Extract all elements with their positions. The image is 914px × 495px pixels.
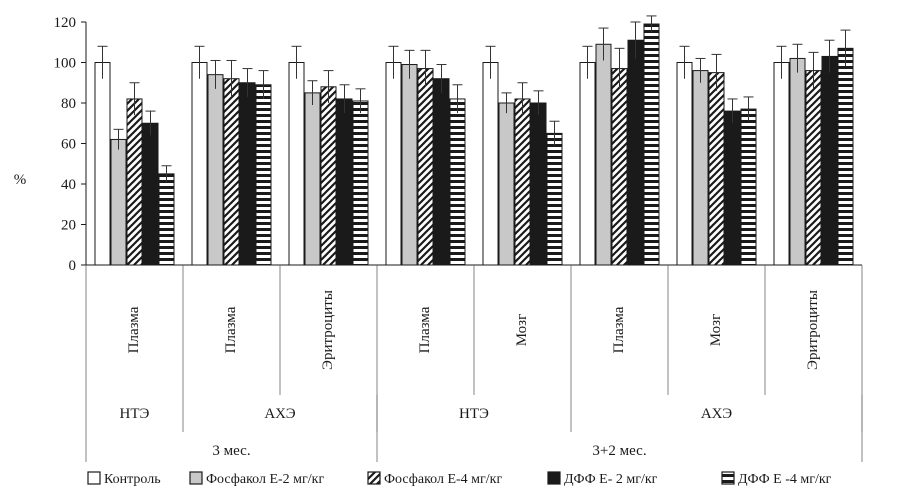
category-label: Плазма <box>611 306 627 353</box>
enzyme-group-label: АХЭ <box>701 406 732 422</box>
y-tick-label: 120 <box>54 15 77 31</box>
bar <box>789 57 806 266</box>
legend-label: Фосфакол Е-2 мг/кг <box>206 472 324 487</box>
y-tick-label: 0 <box>69 258 77 274</box>
bar <box>223 78 240 266</box>
bar <box>110 138 127 266</box>
bar <box>239 82 256 266</box>
bar <box>352 100 369 266</box>
legend-label: Контроль <box>104 472 161 487</box>
legend-label: ДФФ Е- 2 мг/кг <box>564 472 658 487</box>
legend-label: Фосфакол Е-4 мг/кг <box>384 472 502 487</box>
bar <box>94 62 111 266</box>
legend: Контроль Фосфакол Е-2 мг/кг Фосфакол Е-4 м… <box>87 471 832 487</box>
period-group-label: 3 мес. <box>212 443 250 459</box>
y-tick-label: 40 <box>61 177 76 193</box>
bar <box>498 102 515 266</box>
enzyme-group-label: НТЭ <box>459 406 489 422</box>
period-group-label: 3+2 мес. <box>592 443 646 459</box>
bar <box>433 78 450 266</box>
bar <box>482 62 499 266</box>
category-label: Плазма <box>126 306 142 353</box>
bar <box>336 98 353 266</box>
bars <box>94 15 854 266</box>
bar <box>724 110 741 266</box>
bar <box>530 102 547 266</box>
bar <box>595 43 612 266</box>
bar <box>611 68 628 266</box>
legend-swatch <box>367 471 381 485</box>
category-label: Эритроциты <box>320 290 336 370</box>
bar <box>740 108 757 266</box>
y-axis-label: % <box>14 172 27 188</box>
bar <box>191 62 208 266</box>
bar <box>401 64 418 266</box>
bar <box>643 23 660 266</box>
bar <box>255 84 272 266</box>
bar <box>579 62 596 266</box>
bar <box>805 70 822 266</box>
bar <box>158 173 175 266</box>
bar <box>821 55 838 266</box>
legend-swatch <box>721 471 735 485</box>
bar <box>546 132 563 266</box>
bar <box>627 39 644 266</box>
bar <box>676 62 693 266</box>
y-tick-label: 60 <box>61 137 76 153</box>
legend-label: ДФФ Е -4 мг/кг <box>738 472 832 487</box>
y-tick-label: 80 <box>61 96 76 112</box>
y-tick-label: 100 <box>54 56 77 72</box>
bar <box>207 74 224 266</box>
bar <box>417 68 434 266</box>
bar <box>304 92 321 266</box>
bar <box>288 62 305 266</box>
enzyme-group-label: АХЭ <box>264 406 295 422</box>
y-tick-label: 20 <box>61 218 76 234</box>
bar <box>449 98 466 266</box>
bar <box>320 86 337 266</box>
enzyme-group-label: НТЭ <box>120 406 150 422</box>
bar <box>837 47 854 266</box>
legend-swatch <box>87 471 101 485</box>
category-label: Плазма <box>417 306 433 353</box>
bar <box>708 72 725 266</box>
legend-swatch <box>547 471 561 485</box>
bar <box>692 70 709 266</box>
category-label: Мозг <box>514 314 530 347</box>
legend-swatch <box>189 471 203 485</box>
bar <box>385 62 402 266</box>
category-label: Мозг <box>708 314 724 347</box>
bar <box>126 98 143 266</box>
bar <box>773 62 790 266</box>
category-labels: Плазма Плазма Эритроциты Плазма Мозг Плазма Мо… <box>85 265 863 462</box>
bar <box>142 122 159 266</box>
bar <box>514 98 531 266</box>
category-label: Плазма <box>223 306 239 353</box>
category-label: Эритроциты <box>805 290 821 370</box>
